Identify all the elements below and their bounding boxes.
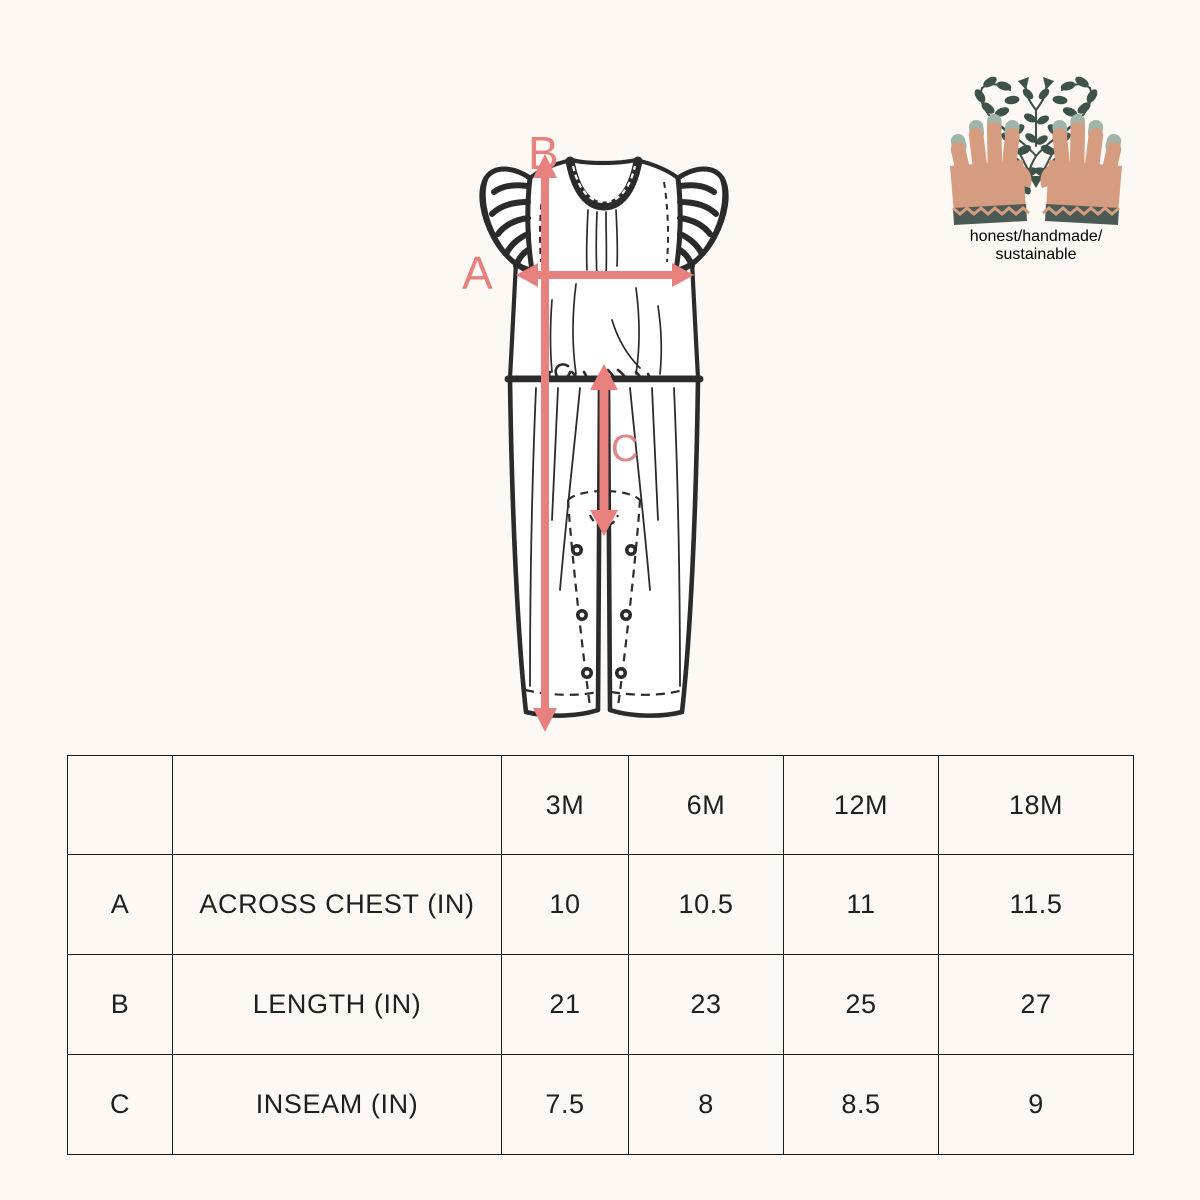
dimension-label-c: C	[611, 428, 639, 470]
cell-inseam-6m: 8	[628, 1054, 784, 1155]
header-size-3m: 3M	[501, 755, 629, 855]
row-measure-length: LENGTH (IN)	[172, 954, 502, 1055]
pant-leg-left	[507, 377, 603, 718]
neckline-band	[565, 156, 643, 211]
header-blank-desc	[172, 755, 502, 855]
dimension-label-b: B	[528, 127, 559, 179]
hands-with-leaf-heart-icon	[950, 76, 1122, 225]
placket-dash-inner	[588, 514, 620, 528]
neckline-topstitch	[571, 165, 637, 204]
row-measure-inseam: INSEAM (IN)	[172, 1054, 502, 1155]
garment-illustration	[440, 120, 770, 750]
cell-across-chest-6m: 10.5	[628, 854, 784, 955]
row-key-a: A	[67, 854, 173, 955]
bodice-outline	[507, 157, 701, 381]
pant-leg-right	[605, 377, 701, 718]
table-header-row: 3M 6M 12M 18M	[67, 755, 1134, 855]
across-chest-arrow	[516, 263, 694, 287]
header-size-18m: 18M	[938, 755, 1134, 855]
header-blank-key	[67, 755, 173, 855]
logo-tagline-line1: honest/handmade/	[969, 228, 1103, 245]
header-size-6m: 6M	[628, 755, 784, 855]
hem-stitch-left	[524, 688, 598, 696]
row-key-b: B	[67, 954, 173, 1055]
flutter-sleeve-left	[479, 166, 536, 275]
logo-tagline-line2: sustainable	[995, 246, 1077, 263]
length-arrow	[533, 154, 557, 732]
cell-inseam-12m: 8.5	[783, 1054, 939, 1155]
brand-logo: honest/handmade/ sustainable	[930, 38, 1142, 264]
size-chart-table-wrapper: 3M 6M 12M 18M A ACROSS CHEST (IN) 10 10.…	[67, 755, 1134, 1155]
size-chart-table: 3M 6M 12M 18M A ACROSS CHEST (IN) 10 10.…	[67, 755, 1134, 1155]
cell-length-12m: 25	[783, 954, 939, 1055]
cell-inseam-3m: 7.5	[501, 1054, 629, 1155]
right-hand-icon	[1040, 113, 1122, 225]
inseam-arrow	[590, 364, 618, 536]
logo-tagline: honest/handmade/ sustainable	[930, 228, 1142, 264]
row-measure-across-chest: ACROSS CHEST (IN)	[172, 854, 502, 955]
cell-across-chest-12m: 11	[783, 854, 939, 955]
snap-buttons	[571, 544, 637, 679]
dimension-label-a: A	[462, 247, 493, 299]
pant-folds	[529, 387, 681, 687]
cell-length-6m: 23	[628, 954, 784, 1055]
placket-dash-top	[567, 489, 641, 501]
bodice-folds	[549, 283, 663, 375]
left-hand-icon	[950, 113, 1032, 225]
cell-inseam-18m: 9	[938, 1054, 1134, 1155]
cell-length-18m: 27	[938, 954, 1134, 1055]
cell-length-3m: 21	[501, 954, 629, 1055]
cell-across-chest-18m: 11.5	[938, 854, 1134, 955]
row-key-c: C	[67, 1054, 173, 1155]
flutter-sleeve-right	[672, 166, 729, 275]
table-row: C INSEAM (IN) 7.5 8 8.5 9	[67, 1054, 1134, 1155]
table-row: B LENGTH (IN) 21 23 25 27	[67, 954, 1134, 1055]
hem-stitch-right	[610, 688, 684, 696]
flutter-sleeve-jumpsuit-technical-flat	[479, 154, 729, 732]
cell-across-chest-3m: 10	[501, 854, 629, 955]
header-size-12m: 12M	[783, 755, 939, 855]
table-row: A ACROSS CHEST (IN) 10 10.5 11 11.5	[67, 854, 1134, 955]
